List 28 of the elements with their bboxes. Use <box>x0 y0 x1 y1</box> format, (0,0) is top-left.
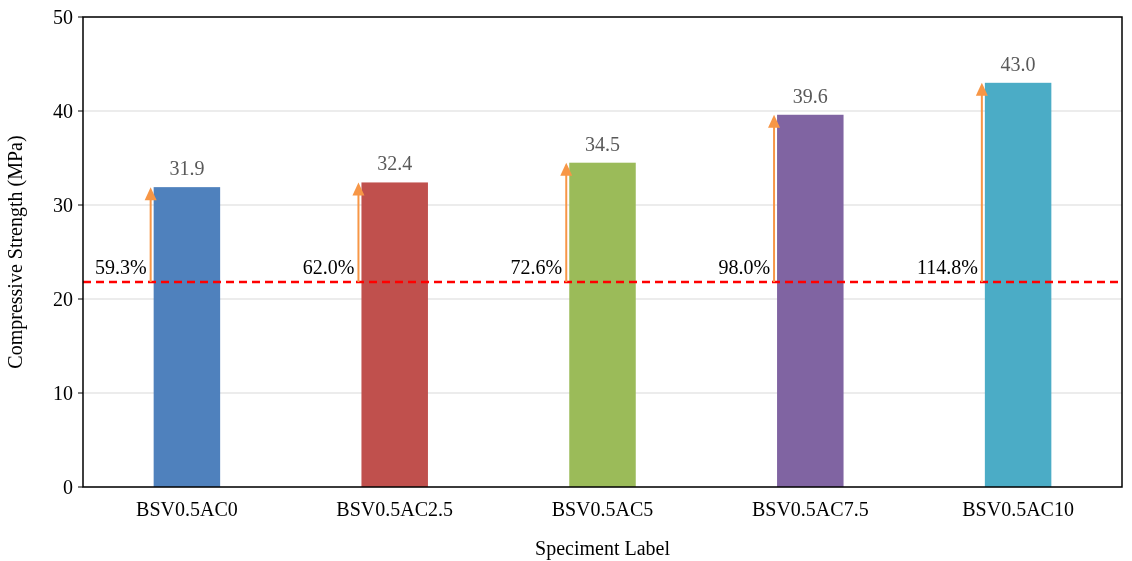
data-label: 34.5 <box>585 132 620 155</box>
y-tick-label: 40 <box>53 100 73 122</box>
annotation: 114.8% <box>916 256 978 279</box>
annotation: 98.0% <box>718 256 771 279</box>
x-tick-label: BSV0.5AC2.5 <box>336 498 454 520</box>
bar <box>153 187 221 487</box>
y-tick-label: 50 <box>53 6 73 28</box>
bar <box>361 182 428 487</box>
data-label: 32.4 <box>377 152 413 175</box>
bar <box>777 114 844 487</box>
annotation: 62.0% <box>302 256 355 279</box>
y-tick-label: 10 <box>53 382 73 404</box>
bar <box>569 162 636 487</box>
x-tick-label: BSV0.5AC5 <box>551 498 654 520</box>
x-tick-label: BSV0.5AC7.5 <box>751 498 869 520</box>
x-tick-label: BSV0.5AC0 <box>136 498 238 520</box>
x-axis-title: Speciment Label <box>535 537 671 560</box>
y-tick-label: 0 <box>63 476 73 498</box>
x-tick-label: BSV0.5AC10 <box>962 498 1074 520</box>
y-tick-label: 20 <box>53 288 73 310</box>
data-label: 31.9 <box>169 157 205 180</box>
y-axis-title: Compressive Strength (MPa) <box>4 135 27 369</box>
y-tick-label: 30 <box>53 194 73 216</box>
data-label: 39.6 <box>792 84 828 107</box>
bar <box>984 82 1052 487</box>
annotation: 72.6% <box>510 256 563 279</box>
data-label: 43.0 <box>1000 52 1036 75</box>
annotation: 59.3% <box>94 256 147 279</box>
